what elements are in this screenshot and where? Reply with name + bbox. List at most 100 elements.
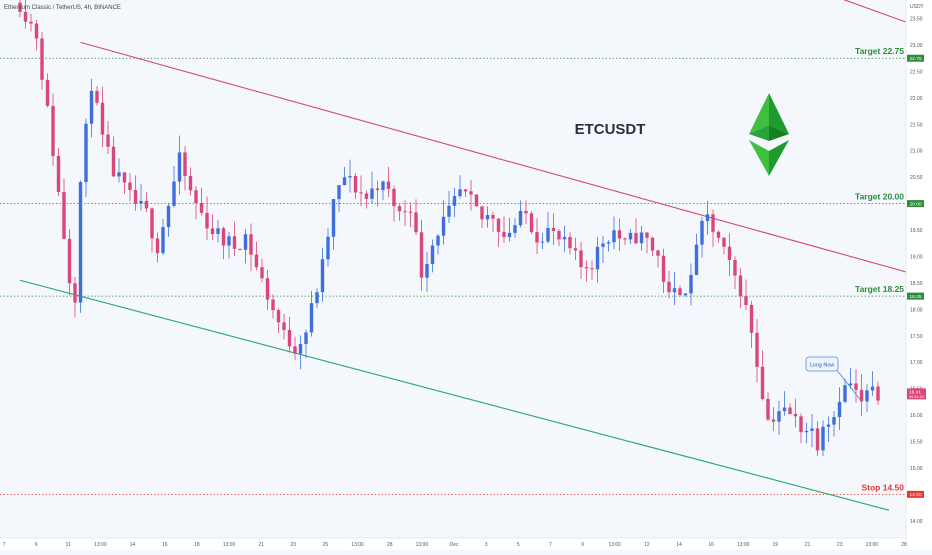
candle-body [150,208,153,238]
candle-body [255,255,258,268]
candle-body [706,214,709,221]
candle-body [271,300,274,311]
candle-body [84,124,87,182]
candle-body [46,80,49,106]
candle-body [359,192,362,193]
candle-body [101,103,104,135]
candle-body [700,221,703,245]
pair-title: ETCUSDT [575,121,646,138]
candle-body [200,203,203,213]
candle-body [178,152,181,181]
price-axis-tick: 20.50 [910,175,923,181]
price-axis-currency: USDT [910,4,924,10]
candle-body [634,233,637,243]
candle-body [480,206,483,219]
candle-body [288,330,291,346]
candle-body [29,22,32,24]
candle-body [145,201,148,208]
candle-body [546,228,549,242]
candle-body [139,201,142,203]
time-axis-tick: 16 [708,542,714,548]
candle-body [167,206,170,227]
candle-body [332,199,335,237]
candle [530,211,533,234]
candle-body [744,296,747,305]
time-axis-tick: 14 [676,542,682,548]
time-axis-tick: 14 [130,542,136,548]
target-20-label: Target 20.00 [855,192,904,202]
candle-body [794,414,797,416]
candle-body [722,238,725,247]
target-axis-tag-text: 20.00 [909,201,921,207]
candle-body [392,189,395,206]
candle-body [508,233,511,237]
candle-body [563,237,566,239]
candle-body [117,172,120,176]
candle-body [266,278,269,299]
candle-body [557,231,560,239]
candle-body [645,233,648,238]
candle-body [711,214,714,231]
candle-body [667,282,670,292]
candle-body [183,152,186,176]
candle-body [216,228,219,234]
time-axis-tick: 13:00 [416,542,429,548]
time-axis-tick: 28 [901,542,907,548]
price-axis-tick: 19.50 [910,228,923,234]
time-axis-tick: 13:00 [351,542,364,548]
candle-body [365,193,368,198]
price-axis-tick: 21.00 [910,149,923,155]
candle-body [431,245,434,263]
candle-body [51,106,54,156]
time-axis-tick: 13:00 [608,542,621,548]
candle-body [464,189,467,191]
candle-body [293,346,296,353]
price-axis-tick: 17.00 [910,360,923,366]
candle-body [673,288,676,292]
time-axis-tick: 11 [66,542,71,548]
candle-body [40,38,43,79]
candle-body [161,227,164,253]
candle-body [865,390,868,401]
candle-body [783,408,786,412]
candle-body [106,135,109,147]
price-axis-tick: 22.00 [910,96,923,102]
candle-body [772,419,775,421]
candle-body [205,213,208,229]
candle-body [876,387,879,401]
candle-body [458,189,461,196]
candle-body [497,219,500,232]
candle-body [233,236,236,249]
candle-body [277,310,280,322]
candle-body [623,239,626,240]
candle-body [821,427,824,451]
candle-body [596,247,599,269]
price-axis-tick: 16.00 [910,413,923,419]
price-axis-tick: 21.50 [910,122,923,128]
candle-body [238,249,241,250]
candle-body [35,24,38,39]
time-axis-tick: 13:00 [866,542,879,548]
candle-body [612,230,615,242]
time-axis-tick: 21 [805,542,811,548]
candle-body [260,267,263,278]
candle-body [761,367,764,399]
time-axis-tick: 18 [194,542,200,548]
candle-body [326,237,329,260]
candle-body [728,247,731,260]
candle-body [579,250,582,267]
candle-body [530,213,533,232]
time-axis-tick: 19 [773,542,779,548]
target-22-75-label: Target 22.75 [855,46,904,56]
candle-body [134,190,137,203]
candle-body [453,196,456,206]
candle-body [618,230,621,238]
candle-body [420,232,423,277]
candle [475,194,478,206]
candle-body [68,239,71,283]
candle-body [486,215,489,219]
time-axis-tick: 9 [581,542,584,548]
price-axis-tick: 17.50 [910,334,923,340]
